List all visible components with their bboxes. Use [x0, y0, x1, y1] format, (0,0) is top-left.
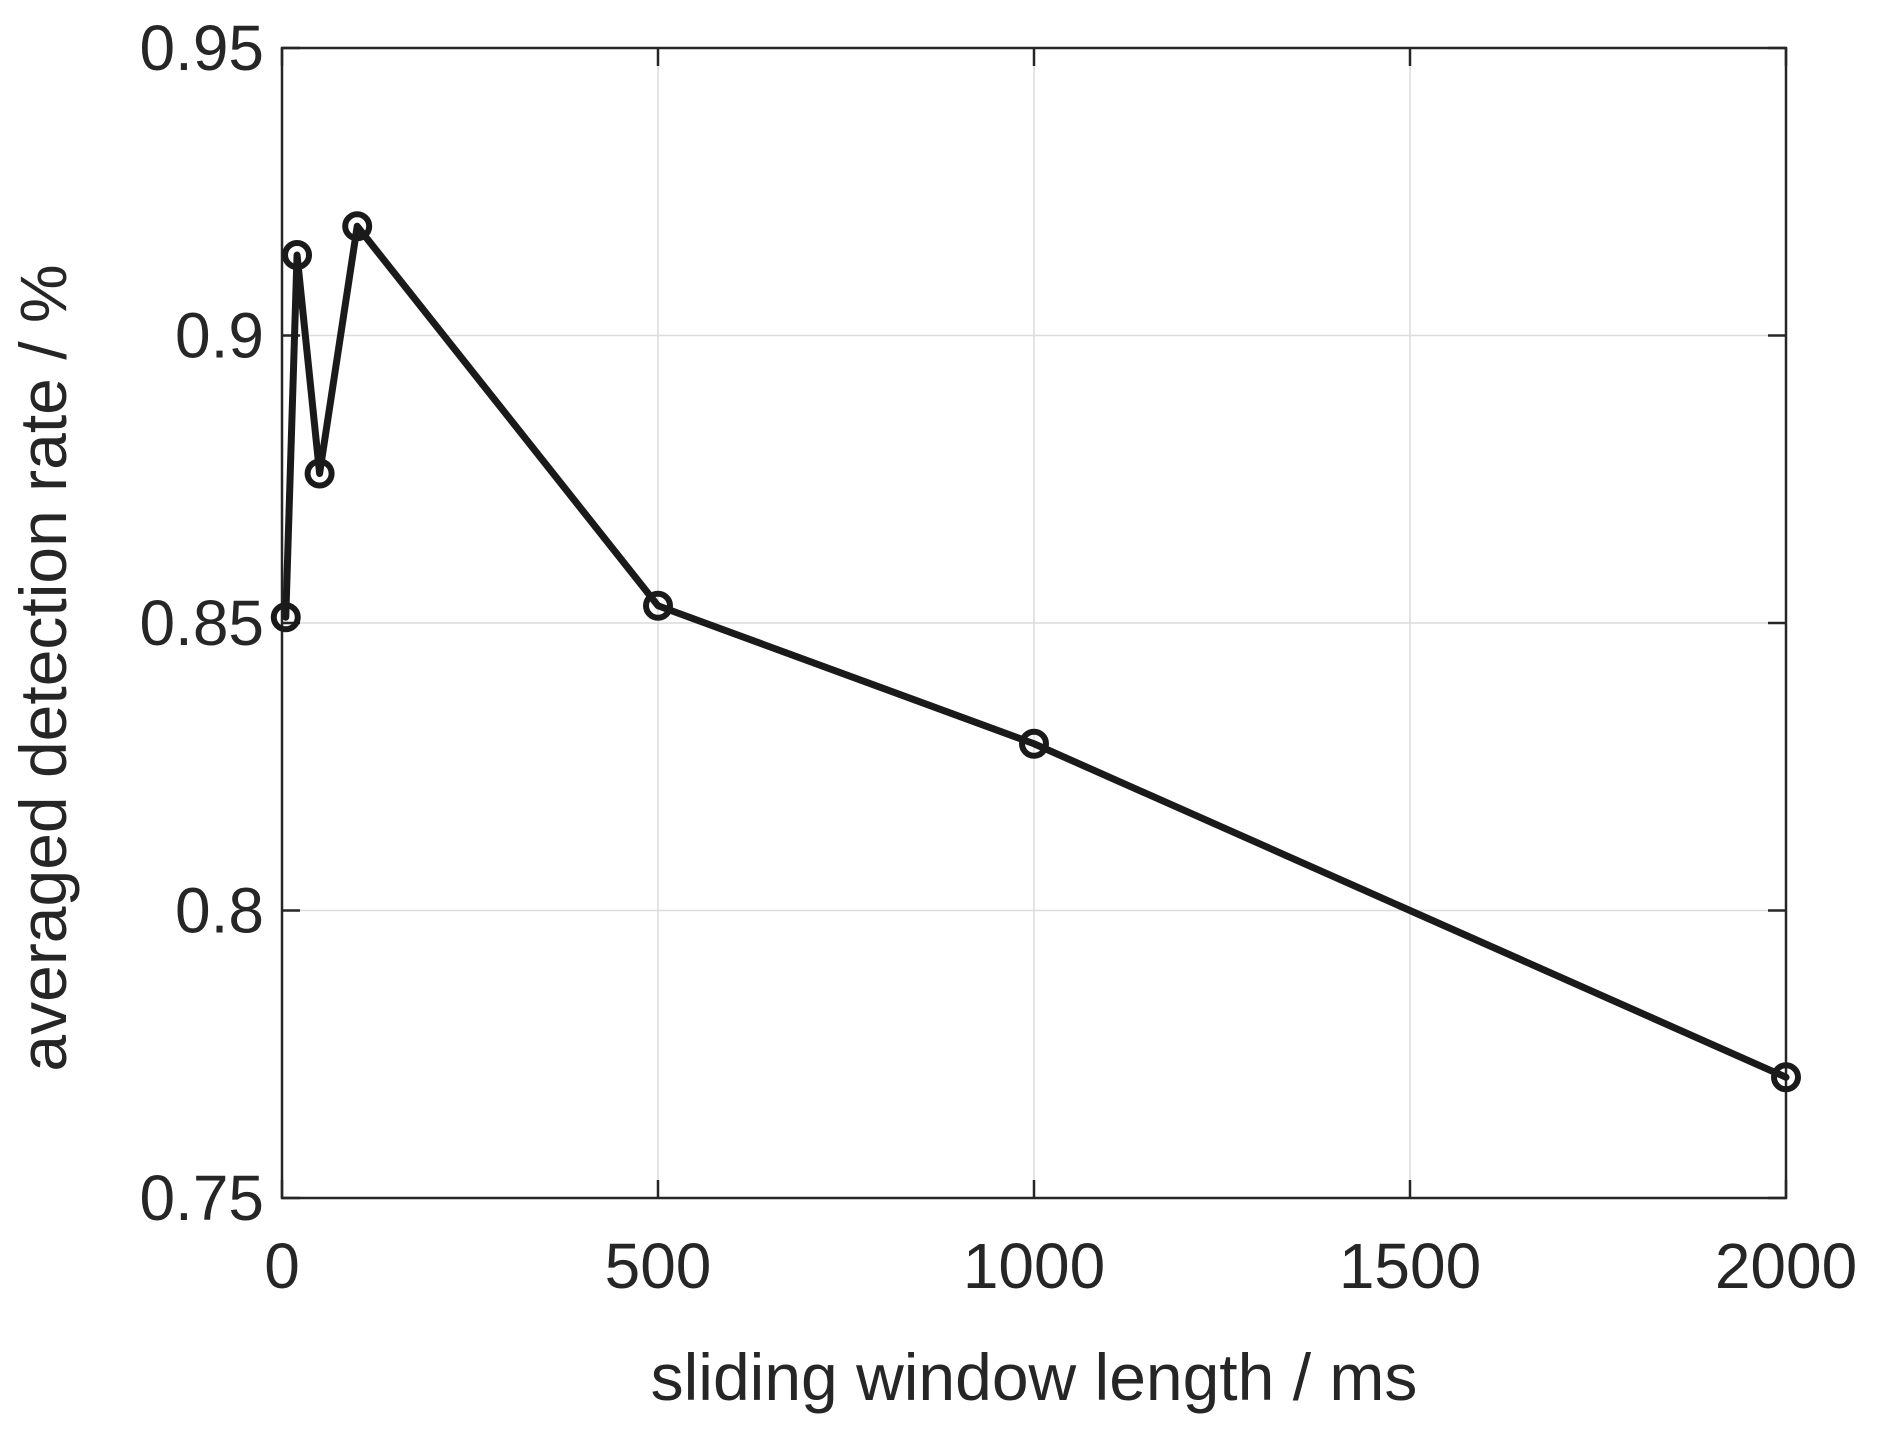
data-point-marker	[270, 602, 301, 633]
series-line	[282, 222, 1790, 1081]
grid-lines	[282, 48, 1786, 1198]
x-axis-title: sliding window length / ms	[651, 1340, 1418, 1414]
y-tick-label: 0.9	[175, 300, 264, 372]
x-tick-label: 2000	[1715, 1230, 1857, 1302]
axis-ticks	[280, 46, 1788, 1200]
x-tick-label: 1000	[963, 1230, 1105, 1302]
y-tick-label: 0.8	[175, 875, 264, 947]
data-point-marker	[1771, 1062, 1801, 1093]
data-point-marker	[342, 211, 373, 242]
x-tick-label: 1500	[1339, 1230, 1481, 1302]
y-tick-label: 0.75	[139, 1162, 264, 1234]
y-tick-label: 0.95	[139, 12, 264, 84]
data-series	[270, 211, 1801, 1093]
data-point-marker	[643, 590, 673, 621]
data-point-marker	[1019, 728, 1049, 759]
x-tick-labels: 0 500 1000 1500 2000	[264, 1230, 1857, 1302]
x-tick-label: 500	[605, 1230, 712, 1302]
y-tick-labels: 0.75 0.8 0.85 0.9 0.95	[139, 12, 264, 1234]
data-point-marker	[282, 240, 313, 270]
data-point-marker	[304, 458, 335, 489]
y-tick-label: 0.85	[139, 587, 264, 659]
x-tick-label: 0	[264, 1230, 300, 1302]
y-axis-title: averaged detection rate / %	[6, 264, 80, 1071]
